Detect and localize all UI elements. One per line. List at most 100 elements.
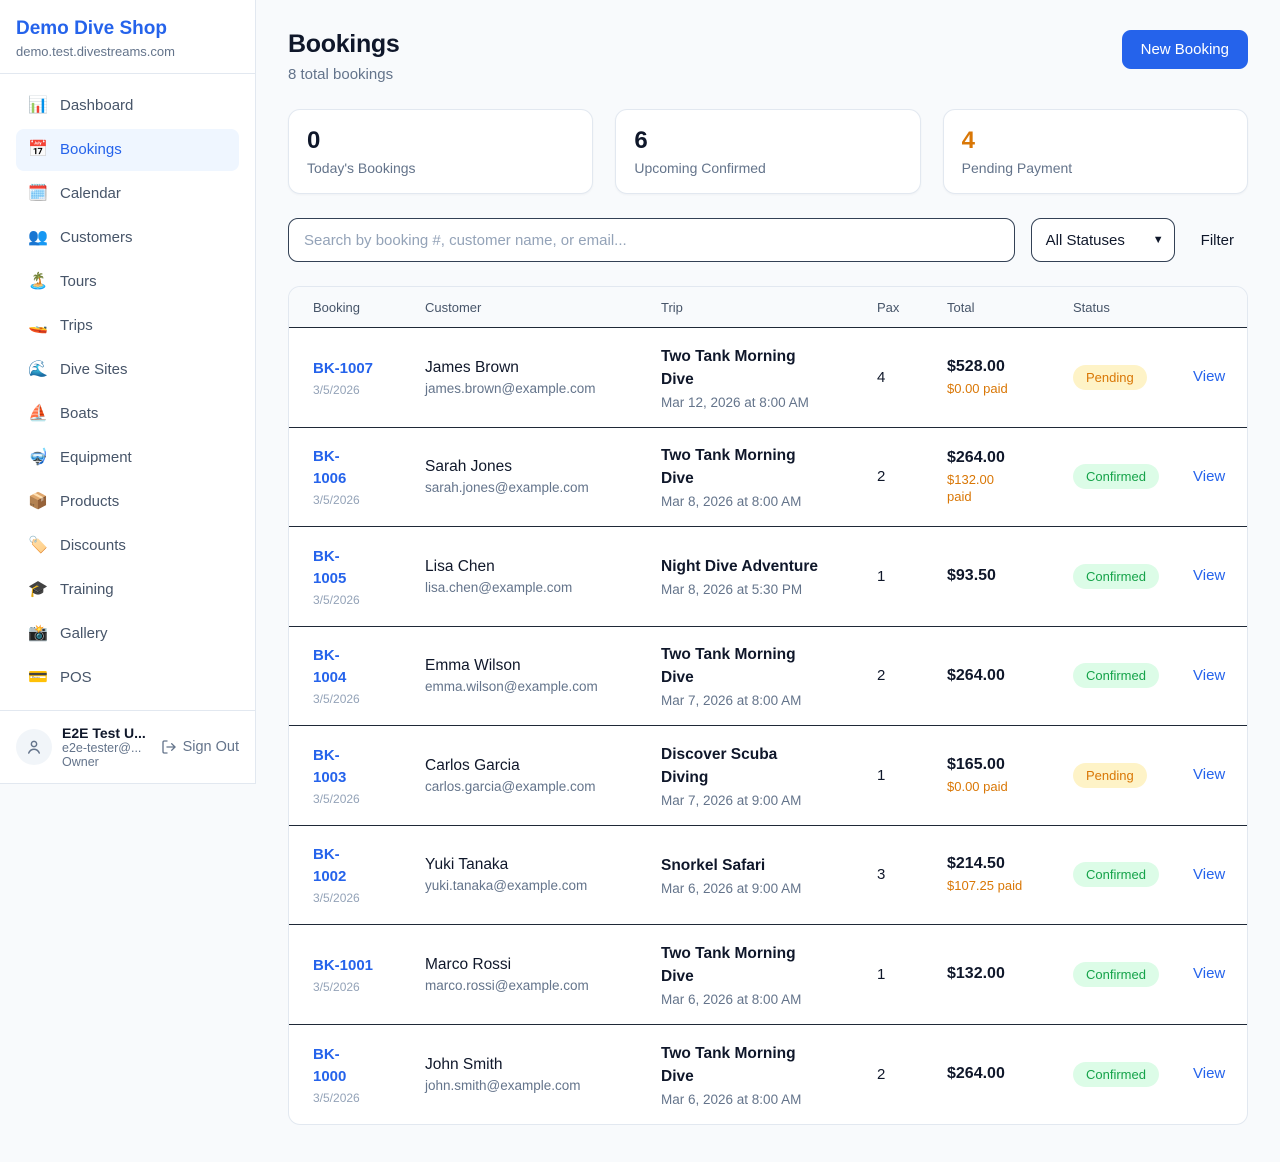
view-link[interactable]: View <box>1193 368 1226 386</box>
pax-count: 2 <box>877 1065 886 1083</box>
dashboard-icon: 📊 <box>28 97 48 114</box>
filter-bar: All Statuses ▼ Filter <box>288 218 1248 262</box>
gallery-icon: 📸 <box>28 625 48 642</box>
total-amount: $165.00 <box>947 755 1005 773</box>
pax-count: 1 <box>877 965 886 983</box>
booking-date: 3/5/2026 <box>313 891 360 906</box>
booking-id-link[interactable]: BK-1002 <box>313 846 347 886</box>
sidebar-item-label: Equipment <box>60 449 132 466</box>
discounts-icon: 🏷️ <box>28 537 48 554</box>
shop-domain: demo.test.divestreams.com <box>16 44 175 59</box>
page-title-block: Bookings 8 total bookings <box>288 30 400 83</box>
column-header-customer: Customer <box>425 299 482 315</box>
column-header-pax: Pax <box>877 299 900 315</box>
customer-email: carlos.garcia@example.com <box>425 778 596 794</box>
booking-id-link[interactable]: BK-1003 <box>313 746 347 786</box>
sidebar-item-gallery[interactable]: 📸 Gallery <box>16 613 239 655</box>
sidebar-item-tours[interactable]: 🏝️ Tours <box>16 261 239 303</box>
sidebar-item-dive-sites[interactable]: 🌊 Dive Sites <box>16 349 239 391</box>
sidebar-item-label: Gallery <box>60 625 108 642</box>
view-link[interactable]: View <box>1193 666 1226 684</box>
customer-name: Sarah Jones <box>425 458 513 476</box>
view-link[interactable]: View <box>1193 1065 1226 1083</box>
trip-name: Discover Scuba Diving <box>661 745 778 786</box>
filter-button[interactable]: Filter <box>1200 231 1234 249</box>
booking-id-link[interactable]: BK-1004 <box>313 647 347 687</box>
booking-id-link[interactable]: BK-1005 <box>313 547 347 587</box>
sidebar-item-label: Trips <box>60 317 93 334</box>
sidebar-item-trips[interactable]: 🚤 Trips <box>16 305 239 347</box>
main-content: Bookings 8 total bookings New Booking 0 … <box>256 0 1280 1162</box>
status-badge: Confirmed <box>1073 663 1159 689</box>
sidebar-item-dashboard[interactable]: 📊 Dashboard <box>16 85 239 127</box>
user-name: E2E Test U... <box>62 725 146 741</box>
status-badge: Confirmed <box>1073 961 1159 987</box>
pax-count: 2 <box>877 667 886 685</box>
status-select-value: All Statuses <box>1045 231 1125 249</box>
view-link[interactable]: View <box>1193 865 1226 883</box>
customer-email: lisa.chen@example.com <box>425 579 573 595</box>
trip-name: Snorkel Safari <box>661 856 766 874</box>
sidebar-item-products[interactable]: 📦 Products <box>16 481 239 523</box>
trip-name: Two Tank Morning Dive <box>661 1044 796 1085</box>
column-header-status: Status <box>1073 299 1110 315</box>
column-header-trip: Trip <box>661 299 683 315</box>
table-row: BK-1002 3/5/2026 Yuki Tanaka yuki.tanaka@e… <box>289 826 1247 925</box>
paid-amount: $107.25 paid <box>947 878 1023 894</box>
total-amount: $264.00 <box>947 448 1005 466</box>
status-select[interactable]: All Statuses ▼ <box>1030 218 1175 262</box>
view-link[interactable]: View <box>1193 766 1226 784</box>
view-link[interactable]: View <box>1193 965 1226 983</box>
booking-date: 3/5/2026 <box>313 382 360 397</box>
sidebar-item-calendar[interactable]: 🗓️ Calendar <box>16 173 239 215</box>
booking-date: 3/5/2026 <box>313 493 360 508</box>
view-link[interactable]: View <box>1193 467 1226 485</box>
sidebar-item-label: Customers <box>60 229 133 246</box>
customer-email: yuki.tanaka@example.com <box>425 878 588 894</box>
booking-date: 3/5/2026 <box>313 791 360 806</box>
sidebar-item-equipment[interactable]: 🤿 Equipment <box>16 437 239 479</box>
sidebar-item-customers[interactable]: 👥 Customers <box>16 217 239 259</box>
booking-date: 3/5/2026 <box>313 592 360 607</box>
booking-id-link[interactable]: BK-1001 <box>313 956 374 974</box>
status-badge: Confirmed <box>1073 563 1159 589</box>
table-row: BK-1004 3/5/2026 Emma Wilson emma.wilson@e… <box>289 627 1247 726</box>
sidebar-item-label: POS <box>60 669 92 686</box>
status-badge: Confirmed <box>1073 464 1159 490</box>
view-link[interactable]: View <box>1193 567 1226 585</box>
sidebar-item-boats[interactable]: ⛵ Boats <box>16 393 239 435</box>
booking-id-link[interactable]: BK-1007 <box>313 359 374 377</box>
table-row: BK-1000 3/5/2026 John Smith john.smith@exa… <box>289 1025 1247 1125</box>
chevron-down-icon: ▼ <box>1152 234 1164 246</box>
table-row: BK-1006 3/5/2026 Sarah Jones sarah.jones@e… <box>289 428 1247 527</box>
booking-id-link[interactable]: BK-1000 <box>313 1045 347 1085</box>
booking-date: 3/5/2026 <box>313 1090 360 1105</box>
booking-id-link[interactable]: BK-1006 <box>313 448 347 488</box>
search-input[interactable] <box>288 218 1015 262</box>
sidebar-item-pos[interactable]: 💳 POS <box>16 657 239 699</box>
sidebar: Demo Dive Shop demo.test.divestreams.com… <box>0 0 256 784</box>
trip-name: Two Tank Morning Dive <box>661 447 796 488</box>
pax-count: 1 <box>877 567 886 585</box>
trip-name: Night Dive Adventure <box>661 558 819 576</box>
sidebar-item-bookings[interactable]: 📅 Bookings <box>16 129 239 171</box>
table-row: BK-1003 3/5/2026 Carlos Garcia carlos.garc… <box>289 726 1247 826</box>
sign-out-button[interactable]: Sign Out <box>161 739 239 755</box>
sidebar-item-training[interactable]: 🎓 Training <box>16 569 239 611</box>
new-booking-button[interactable]: New Booking <box>1121 30 1248 69</box>
sidebar-item-label: Boats <box>60 405 99 422</box>
sidebar-item-discounts[interactable]: 🏷️ Discounts <box>16 525 239 567</box>
trip-name: Two Tank Morning Dive <box>661 646 796 687</box>
customer-name: Carlos Garcia <box>425 756 520 774</box>
calendar-icon: 🗓️ <box>28 185 48 202</box>
sidebar-item-label: Discounts <box>60 537 126 554</box>
total-amount: $132.00 <box>947 965 1005 983</box>
equipment-icon: 🤿 <box>28 449 48 466</box>
trip-name: Two Tank Morning Dive <box>661 944 796 985</box>
products-icon: 📦 <box>28 493 48 510</box>
stat-label: Upcoming Confirmed <box>634 160 766 176</box>
customer-email: sarah.jones@example.com <box>425 480 589 496</box>
pos-icon: 💳 <box>28 669 48 686</box>
trip-datetime: Mar 7, 2026 at 9:00 AM <box>661 792 802 808</box>
status-badge: Pending <box>1073 364 1147 390</box>
